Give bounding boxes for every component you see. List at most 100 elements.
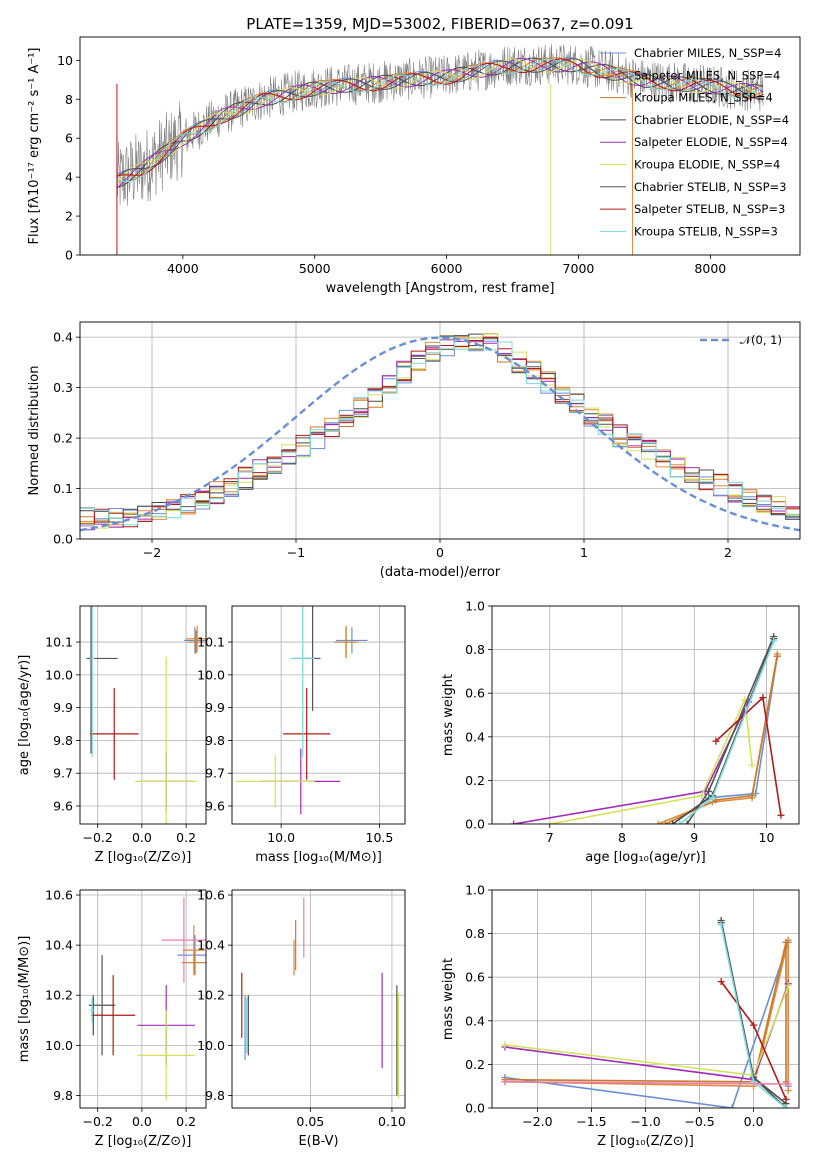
mass_vs_ebv-y-tick-label: 10.6 xyxy=(197,888,225,903)
spectrum-x-tick-label: 5000 xyxy=(299,261,331,276)
spectrum-x-tick-label: 6000 xyxy=(431,261,463,276)
massweight_vs_age-series-marker-2-1 xyxy=(712,796,720,804)
age_vs_Z-x-tick-label: −0.2 xyxy=(83,830,113,845)
age_vs_mass-errorbar-5 xyxy=(235,755,315,808)
spectrum-frame xyxy=(79,36,801,256)
figure-title: PLATE=1359, MJD=53002, FIBERID=0637, z=0… xyxy=(246,15,633,33)
residuals-y-tick-label: 0.2 xyxy=(53,431,73,446)
age_vs_Z-y-tick-label: 9.9 xyxy=(53,700,73,715)
massweight_vs_age-series-line-5 xyxy=(549,696,753,824)
age_vs_mass-y-tick-label: 9.6 xyxy=(205,798,225,813)
residuals-y-tick-label: 0.3 xyxy=(53,380,73,395)
massweight_vs_age-series-marker-5-1 xyxy=(697,792,705,800)
massweight_vs_age-series-marker-8-0 xyxy=(676,820,684,824)
mass_vs_Z-errorbar-2 xyxy=(181,950,206,976)
age_vs_mass-errorbar-7 xyxy=(283,687,331,780)
mass_vs_Z-y-tick-label: 10.6 xyxy=(45,888,73,903)
age_vs_mass-x-axis-label: mass [log₁₀(M/M⊙)] xyxy=(255,850,382,865)
massweight_vs_Z-x-tick-label: −0.5 xyxy=(684,1114,714,1129)
age_vs_mass-errorbar-2 xyxy=(334,627,358,657)
residuals-y-tick-label: 0.0 xyxy=(53,532,73,547)
mass_vs_Z-errorbar-8 xyxy=(89,997,95,1023)
mass-vs-metallicity-panel: −0.2 0.0 0.2 9.8 10.0 10.2 10.4 10.6 Z [log₁₀(Z/… xyxy=(17,888,207,1149)
age-vs-metallicity-panel: −0.2 0.0 0.2 9.6 9.7 9.8 9.9 10.0 10.1 Z [log₁₀(Z… xyxy=(17,605,207,865)
mass_vs_ebv-y-tick-label: 10.2 xyxy=(197,988,225,1003)
mass_vs_Z-x-axis-label: Z [log₁₀(Z/Z⊙)] xyxy=(95,1134,192,1149)
residuals-plot-area xyxy=(80,322,800,539)
age_vs_Z-errorbar-8 xyxy=(89,606,95,757)
age_vs_Z-y-tick-label: 10.0 xyxy=(45,667,73,682)
massweight_vs_age-series-marker-7-1 xyxy=(759,694,767,702)
massweight_vs_age-y-tick-label: 0.4 xyxy=(465,729,485,744)
massweight_vs_Z-y-tick-label: 0.4 xyxy=(465,1013,485,1028)
spectrum-y-tick-label: 8 xyxy=(65,92,73,107)
massweight_vs_Z-series-marker-7-1 xyxy=(750,1021,758,1029)
massweight_vs_Z-x-tick-label: −2.0 xyxy=(522,1114,552,1129)
massweight_vs_Z-series-marker-8-0 xyxy=(717,921,725,929)
age_vs_Z-errorbar-5 xyxy=(135,656,198,824)
residuals-y-axis-label: Normed distribution xyxy=(27,366,42,496)
massweight_vs_Z-x-tick-label: 0.0 xyxy=(744,1114,764,1129)
mass-weight-vs-metallicity-panel: −2.0 −1.5 −1.0 −0.5 0.0 0.0 0.2 0.4 0.6 0.8 1.0 Z [… xyxy=(441,883,800,1149)
massweight_vs_Z-series-line-1 xyxy=(504,939,790,1091)
spectrum-legend-entry-8: Kroupa STELIB, N_SSP=3 xyxy=(634,224,778,238)
massweight_vs_Z-series-marker-7-0 xyxy=(717,978,725,986)
mass_vs_ebv-y-tick-label: 9.8 xyxy=(205,1088,225,1103)
massweight_vs_age-series-marker-2-2 xyxy=(748,792,756,800)
massweight_vs_age-y-tick-label: 0.2 xyxy=(465,773,485,788)
age_vs_Z-y-tick-label: 9.8 xyxy=(53,733,73,748)
age_vs_mass-plot-area xyxy=(232,606,405,824)
massweight_vs_Z-series-marker-7-2 xyxy=(782,1095,790,1103)
mass_vs_ebv-x-tick-label: 0.05 xyxy=(296,1114,324,1129)
age_vs_mass-x-tick-label: 10.0 xyxy=(267,830,295,845)
spectrum-legend-entry-5: Kroupa ELODIE, N_SSP=4 xyxy=(634,158,780,172)
massweight_vs_Z-y-tick-label: 0.0 xyxy=(465,1101,485,1116)
age_vs_Z-frame xyxy=(79,605,207,825)
spectrum-model-line-8 xyxy=(116,58,764,182)
massweight_vs_Z-x-tick-label: −1.5 xyxy=(576,1114,606,1129)
spectrum-legend-entry-7: Salpeter STELIB, N_SSP=3 xyxy=(634,202,785,216)
spectrum-legend-entry-6: Chabrier STELIB, N_SSP=3 xyxy=(634,180,786,194)
age_vs_Z-errorbar-1 xyxy=(186,625,206,652)
age_vs_mass-errorbar-8 xyxy=(290,606,315,757)
massweight_vs_age-y-tick-label: 0.6 xyxy=(465,686,485,701)
spectrum-y-tick-label: 2 xyxy=(65,209,73,224)
age_vs_Z-x-tick-label: 0.2 xyxy=(176,830,196,845)
mass_vs_Z-plot-area xyxy=(80,890,206,1108)
age_vs_Z-errorbar-0 xyxy=(183,627,206,654)
massweight_vs_age-x-tick-label: 9 xyxy=(690,830,698,845)
mass-weight-vs-age-panel: 7 8 9 10 0.0 0.2 0.4 0.6 0.8 1.0 age [log₁₀(age/yr… xyxy=(441,599,800,865)
mass_vs_ebv-x-axis-label: E(B-V) xyxy=(298,1134,338,1149)
residuals-y-tick-label: 0.1 xyxy=(53,481,73,496)
mass_vs_ebv-y-tick-label: 10.0 xyxy=(197,1038,225,1053)
mass_vs_Z-x-tick-label: −0.2 xyxy=(83,1114,113,1129)
residuals-normal-curve xyxy=(80,336,800,532)
mass_vs_Z-errorbar-9 xyxy=(161,897,206,983)
massweight_vs_Z-y-tick-label: 0.8 xyxy=(465,926,485,941)
massweight_vs_age-series-marker-6-0 xyxy=(683,820,691,824)
mass_vs_Z-errorbar-5 xyxy=(137,1010,195,1101)
massweight_vs_Z-series-line-2 xyxy=(504,942,787,1083)
massweight_vs_age-x-axis-label: age [log₁₀(age/yr)] xyxy=(585,850,706,865)
residuals-x-tick-label: −1 xyxy=(287,545,305,560)
mass_vs_Z-y-tick-label: 10.0 xyxy=(45,1038,73,1053)
massweight_vs_Z-y-tick-label: 0.6 xyxy=(465,970,485,985)
mass_vs_Z-y-axis-label: mass [log₁₀(M/M⊙)] xyxy=(17,936,32,1063)
massweight_vs_age-series-marker-6-1 xyxy=(705,787,713,795)
mass_vs_Z-errorbar-1 xyxy=(182,925,205,976)
spectrum-y-tick-label: 0 xyxy=(65,248,73,263)
massweight_vs_age-series-marker-8-2 xyxy=(770,637,778,645)
massweight_vs_age-x-tick-label: 10 xyxy=(759,830,775,845)
age_vs_Z-y-tick-label: 9.7 xyxy=(53,766,73,781)
massweight_vs_Z-series-marker-9-1 xyxy=(784,1080,792,1088)
age_vs_Z-y-tick-label: 10.1 xyxy=(45,635,73,650)
massweight_vs_Z-series-marker-5-2 xyxy=(784,982,792,990)
spectrum-legend-entry-2: Kroupa MILES, N_SSP=4 xyxy=(634,91,773,105)
mass_vs_Z-x-tick-label: 0.2 xyxy=(176,1114,196,1129)
residuals-frame xyxy=(79,321,801,540)
spectrum-plot-area xyxy=(116,43,764,255)
age_vs_mass-y-tick-label: 9.8 xyxy=(205,733,225,748)
spectrum-model-line-5 xyxy=(116,58,764,184)
residuals-x-tick-label: 0 xyxy=(436,545,444,560)
